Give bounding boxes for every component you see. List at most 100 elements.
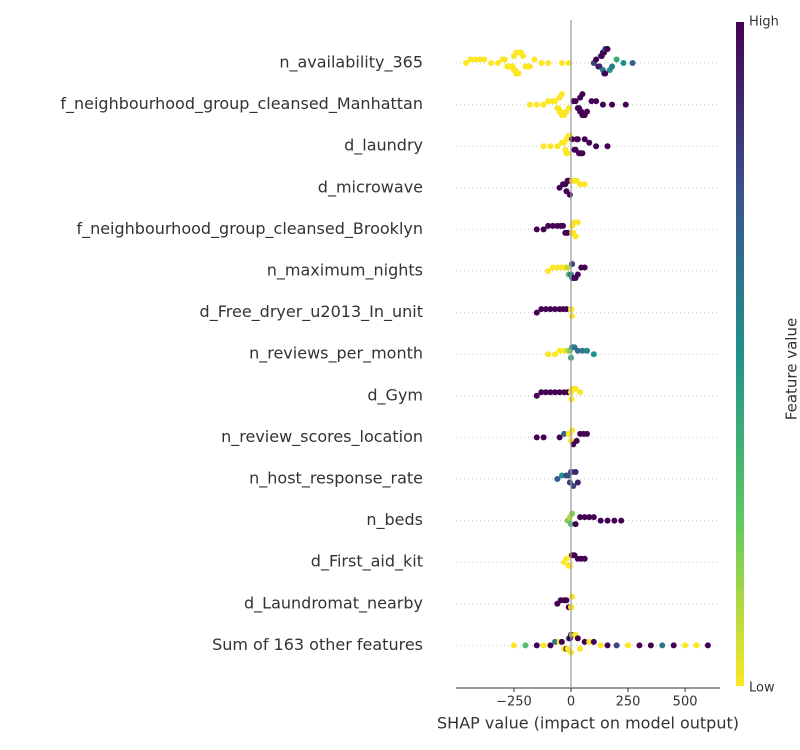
point (554, 143, 561, 150)
point (552, 306, 559, 313)
point (538, 60, 545, 66)
feature-label: n_maximum_nights (267, 261, 423, 281)
point (647, 642, 654, 649)
point (572, 233, 579, 240)
feature-label: n_host_response_rate (249, 469, 423, 489)
point (572, 98, 579, 105)
point (547, 143, 554, 150)
point (629, 60, 636, 66)
colorbar-label: Feature value (783, 318, 800, 420)
colorbar-high: High (749, 15, 779, 30)
point (547, 306, 554, 313)
point (593, 56, 600, 63)
point (590, 638, 597, 645)
point (604, 143, 611, 150)
point (564, 229, 571, 236)
point (573, 437, 580, 444)
point (515, 70, 522, 77)
colorbar (736, 22, 744, 686)
point (602, 70, 609, 77)
point (569, 261, 576, 267)
point (590, 514, 597, 521)
point (704, 642, 711, 649)
point (549, 222, 556, 229)
point (540, 143, 547, 150)
point (510, 642, 517, 649)
point (552, 351, 559, 358)
point (476, 56, 483, 63)
point (531, 56, 538, 63)
point (494, 60, 501, 66)
point (611, 517, 618, 524)
point (593, 98, 600, 105)
point (574, 219, 581, 226)
point (558, 638, 565, 645)
feature-label: d_laundry (344, 136, 423, 156)
point (552, 389, 559, 396)
point (558, 472, 565, 479)
point (556, 389, 563, 396)
point (554, 476, 561, 482)
feature-label: Sum of 163 other features (212, 635, 423, 654)
point (481, 56, 488, 63)
point (565, 105, 572, 112)
point (581, 555, 588, 562)
feature-label: f_neighbourhood_group_cleansed_Brooklyn (76, 219, 423, 239)
point (583, 430, 590, 437)
point (682, 642, 689, 649)
point (533, 101, 540, 108)
point (540, 642, 547, 649)
point (693, 642, 700, 649)
point (599, 101, 606, 108)
point (564, 150, 571, 157)
point (581, 264, 588, 271)
point (622, 101, 629, 108)
point (488, 60, 495, 66)
point (577, 181, 584, 188)
point (556, 434, 563, 441)
point (533, 226, 540, 233)
point (538, 389, 545, 396)
point (574, 271, 581, 278)
point (604, 642, 611, 649)
point (538, 306, 545, 313)
point (586, 638, 593, 645)
point (570, 483, 577, 489)
feature-label: d_Gym (367, 385, 423, 405)
x-tick-label: 500 (673, 695, 698, 710)
point (566, 191, 573, 198)
point (540, 101, 547, 108)
point (547, 389, 554, 396)
point (547, 642, 554, 649)
point (620, 60, 627, 66)
point (588, 98, 595, 105)
point (558, 91, 565, 98)
colorbar-low: Low (749, 681, 775, 696)
point (574, 347, 581, 354)
feature-label: n_review_scores_location (221, 427, 423, 447)
point (613, 642, 620, 649)
point (581, 514, 588, 521)
feature-label: n_availability_365 (279, 53, 423, 73)
point (586, 139, 593, 146)
x-axis-label: SHAP value (impact on model output) (437, 714, 739, 733)
point (542, 389, 549, 396)
point (549, 264, 556, 271)
point (618, 517, 625, 524)
point (569, 593, 576, 600)
point (659, 642, 666, 649)
x-tick-label: 0 (567, 695, 575, 710)
point (533, 392, 540, 399)
point (604, 517, 611, 524)
point (579, 91, 586, 98)
point (467, 56, 474, 63)
feature-label: f_neighbourhood_group_cleansed_Manhattan (60, 94, 423, 114)
point (556, 347, 563, 354)
point (540, 434, 547, 441)
point (636, 642, 643, 649)
x-tick-label: −250 (496, 695, 532, 710)
point (526, 63, 533, 70)
feature-label: n_beds (366, 510, 423, 530)
point (569, 510, 576, 517)
